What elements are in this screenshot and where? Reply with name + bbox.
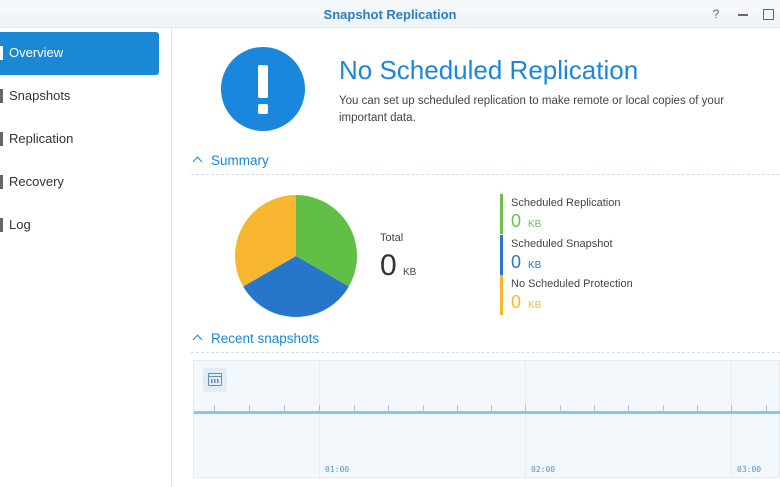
exclamation-icon xyxy=(221,47,305,131)
legend-scheduled-snapshot: Scheduled Snapshot 0 KB xyxy=(500,235,700,275)
timeline-label: 02:00 xyxy=(531,465,556,474)
sidebar-item-overview[interactable]: Overview xyxy=(0,32,159,75)
legend-unit: KB xyxy=(528,219,542,230)
legend-unit: KB xyxy=(528,260,542,271)
pie-slice-yellow xyxy=(234,195,296,287)
overview-icon xyxy=(0,46,3,60)
sidebar-item-label: Snapshots xyxy=(9,88,71,103)
help-icon[interactable]: ? xyxy=(712,7,720,21)
timeline-gridline xyxy=(525,361,526,479)
log-icon xyxy=(0,218,3,232)
timeline-gridline xyxy=(731,361,732,479)
summary-divider xyxy=(191,174,780,175)
legend-value: 0 xyxy=(511,292,522,312)
maximize-icon[interactable] xyxy=(760,6,776,22)
chevron-up-icon xyxy=(192,334,203,345)
summary-pie-chart xyxy=(234,195,358,318)
legend-value: 0 xyxy=(511,252,522,272)
timeline-axis xyxy=(194,411,780,414)
timeline-gridline xyxy=(319,361,320,479)
snapshot-timeline[interactable]: 01:00 02:00 03:00 xyxy=(193,360,780,479)
legend-value: 0 xyxy=(511,211,522,231)
legend-color-stripe xyxy=(500,194,503,234)
recovery-icon xyxy=(0,175,3,189)
total-unit: KB xyxy=(403,267,417,278)
pie-slice-blue xyxy=(243,256,349,318)
page-description: You can set up scheduled replication to … xyxy=(339,95,725,124)
sidebar-item-replication[interactable]: Replication xyxy=(0,118,159,161)
timeline-label: 01:00 xyxy=(325,465,350,474)
sidebar-item-log[interactable]: Log xyxy=(0,204,159,247)
pie-slice-green xyxy=(296,195,358,287)
legend-no-scheduled-protection: No Scheduled Protection 0 KB xyxy=(500,275,700,315)
legend-name: No Scheduled Protection xyxy=(511,278,633,290)
recent-snapshots-divider xyxy=(191,352,780,353)
summary-heading: Summary xyxy=(211,153,269,168)
sidebar-item-snapshots[interactable]: Snapshots xyxy=(0,75,159,118)
title-bar: Snapshot Replication ? xyxy=(0,0,780,28)
legend-unit: KB xyxy=(528,300,542,311)
sidebar-item-label: Replication xyxy=(9,131,74,146)
sidebar-item-recovery[interactable]: Recovery xyxy=(0,161,159,204)
page-title: No Scheduled Replication xyxy=(339,55,639,85)
legend-scheduled-replication: Scheduled Replication 0 KB xyxy=(500,194,700,234)
legend-color-stripe xyxy=(500,235,503,275)
snapshots-icon xyxy=(0,89,3,103)
legend-color-stripe xyxy=(500,275,503,315)
legend-name: Scheduled Snapshot xyxy=(511,238,613,250)
legend-name: Scheduled Replication xyxy=(511,197,621,209)
total-value: 0 xyxy=(380,249,397,282)
recent-snapshots-heading: Recent snapshots xyxy=(211,331,320,346)
calendar-icon[interactable] xyxy=(203,368,227,392)
sidebar-item-label: Overview xyxy=(9,45,64,60)
replication-icon xyxy=(0,132,3,146)
sidebar-item-label: Recovery xyxy=(9,174,64,189)
chevron-up-icon xyxy=(192,156,203,167)
total-label: Total xyxy=(380,232,404,244)
window-title: Snapshot Replication xyxy=(323,7,457,22)
sidebar-item-label: Log xyxy=(9,217,31,232)
timeline-label: 03:00 xyxy=(737,465,762,474)
sidebar: Overview Snapshots Replication Recovery … xyxy=(0,28,172,487)
minimize-icon[interactable] xyxy=(735,6,751,22)
